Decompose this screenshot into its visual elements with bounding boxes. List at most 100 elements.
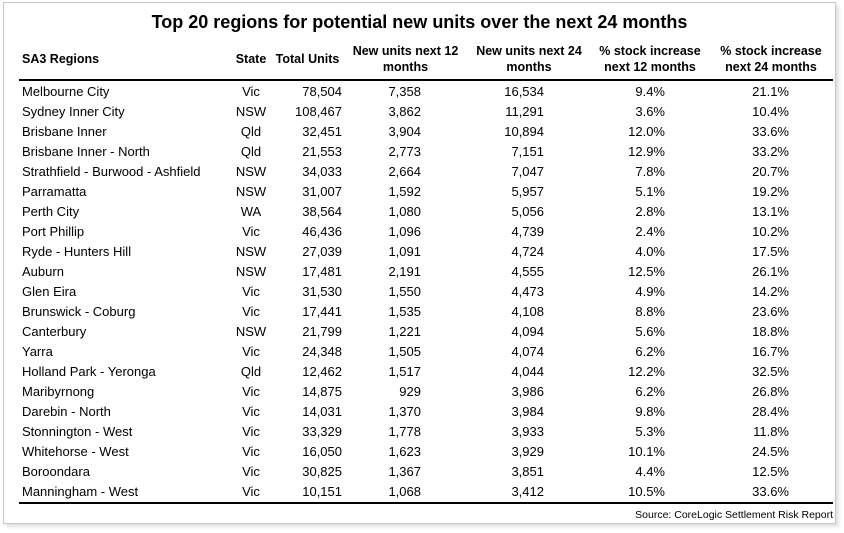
stock-increase-24-cell: 26.1% [752, 264, 789, 279]
new-units-24-cell: 3,984 [511, 404, 544, 419]
new-units-12-cell: 3,904 [388, 124, 421, 139]
stock-increase-24-cell: 10.2% [752, 224, 789, 239]
region-cell: Brisbane Inner [22, 124, 107, 139]
total-units-cell: 21,799 [302, 324, 342, 339]
new-units-24-cell: 4,044 [511, 364, 544, 379]
table-row: Strathfield - Burwood - Ashfield NSW 34,03… [19, 162, 833, 182]
new-units-12-cell: 1,367 [388, 464, 421, 479]
total-units-cell: 24,348 [302, 344, 342, 359]
new-units-24-cell: 11,291 [505, 104, 544, 119]
table-row: Holland Park - Yeronga Qld 12,462 1,517 4,04… [19, 362, 833, 382]
stock-increase-24-cell: 19.2% [752, 184, 789, 199]
new-units-24-cell: 16,534 [504, 84, 544, 99]
table-row: Brisbane Inner - North Qld 21,553 2,773 7,15… [19, 142, 833, 162]
total-units-cell: 34,033 [302, 164, 342, 179]
new-units-12-cell: 1,096 [388, 224, 421, 239]
new-units-12-cell: 2,191 [388, 264, 421, 279]
region-cell: Canterbury [22, 324, 87, 339]
region-cell: Boroondara [22, 464, 90, 479]
stock-increase-24-cell: 24.5% [752, 444, 789, 459]
stock-increase-12-cell: 8.8% [635, 304, 665, 319]
col-header-sa3-regions: SA3 Regions [19, 41, 231, 81]
total-units-cell: 16,050 [302, 444, 342, 459]
new-units-24-cell: 4,074 [511, 344, 544, 359]
stock-increase-24-cell: 28.4% [752, 404, 789, 419]
stock-increase-24-cell: 14.2% [752, 284, 789, 299]
state-cell: NSW [235, 104, 267, 119]
stock-increase-24-cell: 33.2% [752, 144, 789, 159]
table-row: Brisbane Inner Qld 32,451 3,904 10,894 12.0% 3… [19, 122, 833, 142]
col-header-new-units-12-months: New units next 12 months [344, 41, 467, 81]
stock-increase-12-cell: 5.1% [635, 184, 665, 199]
table-row: Ryde - Hunters Hill NSW 27,039 1,091 4,724 4.… [19, 242, 833, 262]
new-units-12-cell: 2,664 [388, 164, 421, 179]
stock-increase-24-cell: 10.4% [752, 104, 789, 119]
new-units-12-cell: 1,080 [388, 204, 421, 219]
regions-table: SA3 Regions State Total Units New units … [19, 41, 833, 504]
table-row: Darebin - North Vic 14,031 1,370 3,984 9.8% 28… [19, 402, 833, 422]
total-units-cell: 14,031 [302, 404, 342, 419]
stock-increase-12-cell: 5.3% [635, 424, 665, 439]
state-cell: Vic [242, 424, 260, 439]
source-note: Source: CoreLogic Settlement Risk Report [635, 509, 833, 521]
stock-increase-24-cell: 23.6% [752, 304, 789, 319]
region-cell: Holland Park - Yeronga [22, 364, 156, 379]
new-units-12-cell: 2,773 [388, 144, 421, 159]
stock-increase-24-cell: 11.8% [753, 424, 789, 439]
state-cell: NSW [235, 164, 267, 179]
new-units-12-cell: 1,505 [388, 344, 421, 359]
col-header-total-units: Total Units [271, 41, 344, 81]
new-units-12-cell: 1,623 [388, 444, 421, 459]
new-units-24-cell: 3,412 [467, 482, 591, 504]
total-units-cell: 27,039 [302, 244, 342, 259]
new-units-24-cell: 4,094 [511, 324, 544, 339]
new-units-12-cell: 1,091 [388, 244, 421, 259]
new-units-12-cell: 1,370 [388, 404, 421, 419]
total-units-cell: 32,451 [302, 124, 342, 139]
region-cell: Brunswick - Coburg [22, 304, 136, 319]
table-row: Parramatta NSW 31,007 1,592 5,957 5.1% 19.2% [19, 182, 833, 202]
table-row: Glen Eira Vic 31,530 1,550 4,473 4.9% 14.2% [19, 282, 833, 302]
state-cell: WA [240, 204, 262, 219]
stock-increase-12-cell: 4.0% [635, 244, 665, 259]
table-row: Manningham - West Vic 10,151 1,068 3,412 10.5… [19, 482, 833, 504]
table-title: Top 20 regions for potential new units o… [151, 12, 688, 32]
new-units-24-cell: 5,056 [511, 204, 544, 219]
stock-increase-12-cell: 12.9% [628, 144, 665, 159]
state-cell: Vic [242, 344, 260, 359]
stock-increase-12-cell: 9.8% [635, 404, 665, 419]
new-units-24-cell: 4,555 [511, 264, 544, 279]
state-cell: NSW [235, 244, 267, 259]
table-row: Maribyrnong Vic 14,875 929 3,986 6.2% 26.8% [19, 382, 833, 402]
region-cell: Sydney Inner City [22, 104, 125, 119]
state-cell: NSW [235, 184, 267, 199]
report-table-frame: Top 20 regions for potential new units o… [3, 2, 836, 524]
table-row: Boroondara Vic 30,825 1,367 3,851 4.4% 12.5% [19, 462, 833, 482]
stock-increase-12-cell: 2.8% [635, 204, 665, 219]
stock-increase-12-cell: 5.6% [635, 324, 665, 339]
state-cell: NSW [235, 264, 267, 279]
stock-increase-12-cell: 4.9% [635, 284, 665, 299]
region-cell: Whitehorse - West [22, 444, 129, 459]
new-units-24-cell: 4,724 [511, 244, 544, 259]
state-cell: Qld [240, 144, 262, 159]
stock-increase-12-cell: 3.6% [635, 104, 665, 119]
stock-increase-12-cell: 10.5% [591, 482, 709, 504]
total-units-cell: 17,481 [302, 264, 342, 279]
col-header-state: State [231, 41, 271, 81]
total-units-cell: 21,553 [302, 144, 342, 159]
stock-increase-12-cell: 7.8% [635, 164, 665, 179]
table-row: Port Phillip Vic 46,436 1,096 4,739 2.4% 10.2% [19, 222, 833, 242]
total-units-cell: 31,530 [302, 284, 342, 299]
state-cell: Vic [242, 404, 260, 419]
new-units-12-cell: 1,221 [388, 324, 421, 339]
new-units-24-cell: 3,986 [511, 384, 544, 399]
total-units-cell: 17,441 [302, 304, 342, 319]
state-cell: Vic [242, 384, 260, 399]
col-header-new-units-24-months: New units next 24 months [467, 41, 591, 81]
new-units-12-cell: 1,550 [388, 284, 421, 299]
new-units-24-cell: 4,108 [511, 304, 544, 319]
state-cell: Vic [242, 304, 260, 319]
region-cell: Parramatta [22, 184, 87, 199]
region-cell: Manningham - West [19, 482, 231, 504]
